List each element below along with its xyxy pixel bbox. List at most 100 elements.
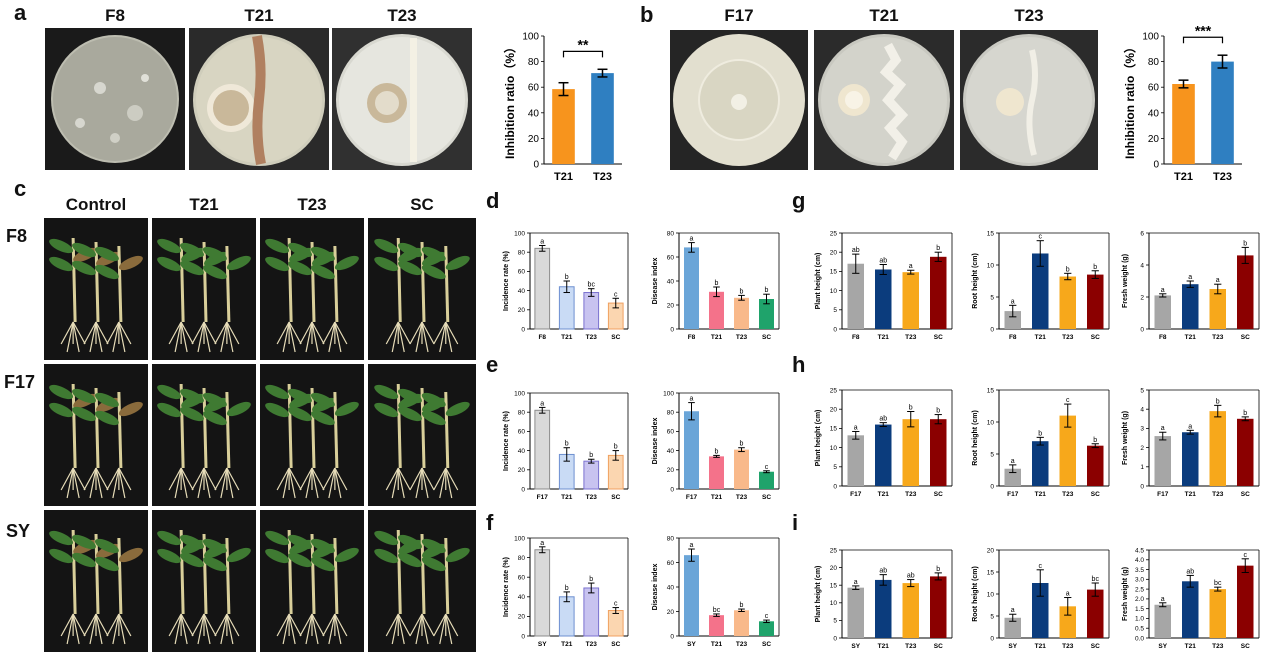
- ytick-label: 10: [830, 445, 838, 452]
- ytick-label: 20: [667, 467, 675, 474]
- significance-letter: b: [936, 566, 940, 573]
- ytick-label: 25: [830, 547, 838, 554]
- error-bar: [879, 263, 887, 275]
- error-bar: [688, 402, 695, 421]
- ytick-label: 60: [518, 429, 526, 436]
- category-label: T21: [561, 494, 573, 501]
- chart-d2: 0 20 40 60 80 Disease index F8 a T21 b T23 b SC b: [652, 230, 780, 341]
- error-bar: [934, 251, 942, 262]
- category-label: T23: [905, 643, 917, 650]
- category-label: SC: [1241, 491, 1250, 498]
- significance-letter: b: [1038, 430, 1042, 437]
- ytick-label: 15: [830, 426, 838, 433]
- plant-photo-r1-c3: [260, 218, 364, 360]
- category-label: T23: [586, 641, 598, 648]
- significance-letter: b: [565, 441, 569, 448]
- y-axis-label: Root height (cm): [972, 566, 979, 622]
- ytick-label: 60: [667, 254, 675, 261]
- ytick-label: 0: [1153, 160, 1159, 171]
- ytick-label: 100: [514, 535, 525, 542]
- y-axis-label: Incidence rate (%): [503, 557, 510, 617]
- chart-h2: 0 5 10 15 Root height (cm) F17 a T21 b T23 c SC b: [972, 387, 1110, 498]
- significance-letter: b: [740, 288, 744, 295]
- error-bar: [1217, 54, 1228, 69]
- significance-letter: a: [1011, 607, 1015, 614]
- ytick-label: 15: [830, 582, 838, 589]
- error-bar: [713, 286, 720, 298]
- y-axis-label: Incidence rate (%): [503, 411, 510, 471]
- category-label: F8: [688, 334, 696, 341]
- y-axis-label: Root height (cm): [972, 410, 979, 466]
- petri-photo-b-f17: [670, 30, 808, 170]
- error-bar: [539, 406, 546, 414]
- significance-letter: a: [1161, 425, 1165, 432]
- significance-letter: b: [740, 441, 744, 448]
- category-label: SY: [687, 641, 696, 648]
- significance-letter: a: [1161, 596, 1165, 603]
- bar: [847, 263, 864, 329]
- category-label: SC: [611, 641, 620, 648]
- significance-letter: b: [565, 274, 569, 281]
- ytick-label: 10: [830, 288, 838, 295]
- category-label: T23: [905, 334, 917, 341]
- petri-photo-b-t23: [960, 30, 1098, 170]
- ytick-label: 60: [528, 83, 540, 94]
- error-bar: [934, 414, 942, 425]
- bar: [1004, 468, 1021, 486]
- bar: [1032, 253, 1049, 329]
- photo-label-a-2: T21: [244, 6, 274, 25]
- significance-letter: a: [909, 263, 913, 270]
- panel-letter-f: f: [486, 510, 494, 535]
- category-label: T21: [711, 334, 723, 341]
- bar: [1087, 274, 1104, 329]
- ytick-label: 4.5: [1135, 547, 1144, 554]
- ytick-label: 20: [667, 302, 675, 309]
- category-label: SC: [934, 643, 943, 650]
- error-bar: [1009, 613, 1017, 622]
- ytick-label: 0: [670, 486, 674, 493]
- error-bar: [1214, 586, 1222, 592]
- ytick-label: 15: [987, 569, 995, 576]
- error-bar: [738, 608, 745, 612]
- ytick-label: 2: [1140, 294, 1144, 301]
- photo-label-a-1: F8: [105, 6, 125, 25]
- ytick-label: 0: [521, 633, 525, 640]
- error-bar: [539, 546, 546, 554]
- col-label-control: Control: [65, 195, 127, 214]
- petri-photo-a-t21: [189, 28, 329, 170]
- photo-label-b-1: F17: [724, 6, 754, 25]
- significance-letter: b: [1243, 410, 1247, 417]
- error-bar: [907, 579, 915, 588]
- error-bar: [852, 253, 860, 274]
- significance-letter: a: [854, 579, 858, 586]
- error-bar: [1214, 404, 1222, 418]
- error-bar: [1186, 429, 1194, 435]
- significance-letter: b: [565, 585, 569, 592]
- error-bar: [1009, 464, 1017, 474]
- ytick-label: 15: [987, 387, 995, 394]
- category-label: T21: [1035, 334, 1047, 341]
- category-label: F8: [1009, 334, 1017, 341]
- significance-letter: b: [909, 405, 913, 412]
- significance-letter: b: [1066, 266, 1070, 273]
- category-label: SY: [1008, 643, 1017, 650]
- ytick-label: 5: [833, 618, 837, 625]
- error-bar: [852, 430, 860, 440]
- category-label: SC: [762, 494, 771, 501]
- chart-b: 0 20 40 60 80 100 Inhibition ratio（%） T21 T23 ***: [1122, 22, 1242, 183]
- ytick-label: 10: [987, 591, 995, 598]
- bar: [1004, 617, 1021, 638]
- significance-letter: a: [690, 542, 694, 549]
- error-bar: [1178, 79, 1189, 89]
- significance-letter: a: [1161, 287, 1165, 294]
- category-label: T23: [1213, 171, 1232, 183]
- ytick-label: 80: [518, 249, 526, 256]
- error-bar: [934, 572, 942, 581]
- significance-letter: b: [1243, 240, 1247, 247]
- error-bar: [563, 447, 570, 462]
- ytick-label: 6: [1140, 230, 1144, 237]
- y-axis-label: Plant height (cm): [815, 253, 822, 310]
- petri-photo-a-f8: [45, 28, 185, 170]
- chart-f2: 0 20 40 60 80 Disease index SY a T21 bc T23 b SC c: [652, 535, 780, 648]
- ytick-label: 5: [990, 451, 994, 458]
